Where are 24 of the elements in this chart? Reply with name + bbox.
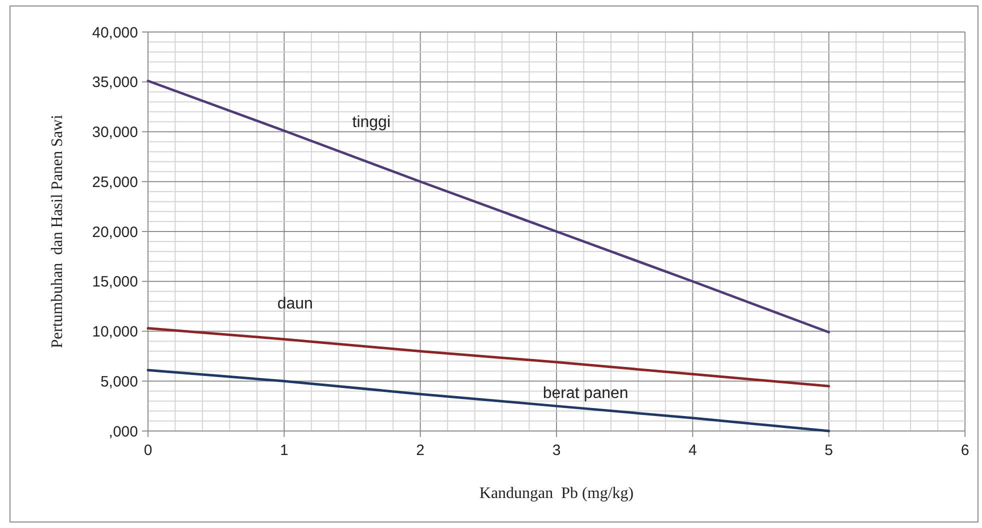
- x-tick-label: 1: [280, 442, 288, 459]
- series-label: berat panen: [542, 385, 628, 402]
- line-series: [146, 327, 830, 388]
- x-tick-label: 4: [688, 442, 697, 459]
- y-axis-title: Pertumbuhan dan Hasil Panen Sawi: [49, 114, 66, 348]
- y-tick-label: 5,000: [100, 373, 138, 390]
- y-tick-label: 15,000: [92, 274, 138, 291]
- y-tick-label: 25,000: [92, 174, 138, 191]
- series-label: daun: [277, 295, 313, 312]
- y-tick-label: 20,000: [92, 224, 138, 241]
- x-axis-title: Kandungan Pb (mg/kg): [479, 485, 634, 502]
- line-series: [146, 368, 830, 432]
- y-tick-label: 10,000: [92, 324, 138, 340]
- y-tick-label: ,000: [108, 423, 138, 440]
- x-tick-label: 0: [144, 442, 152, 459]
- x-tick-label: 2: [416, 442, 425, 459]
- y-tick-label: 40,000: [92, 24, 138, 42]
- y-tick-label: 30,000: [92, 124, 138, 141]
- series-label: tinggi: [352, 114, 390, 131]
- x-tick-label: 6: [960, 442, 970, 459]
- x-tick-label: 5: [824, 442, 834, 459]
- line-series: [146, 80, 830, 334]
- x-tick-label: 3: [552, 442, 561, 459]
- y-tick-label: 35,000: [92, 74, 138, 92]
